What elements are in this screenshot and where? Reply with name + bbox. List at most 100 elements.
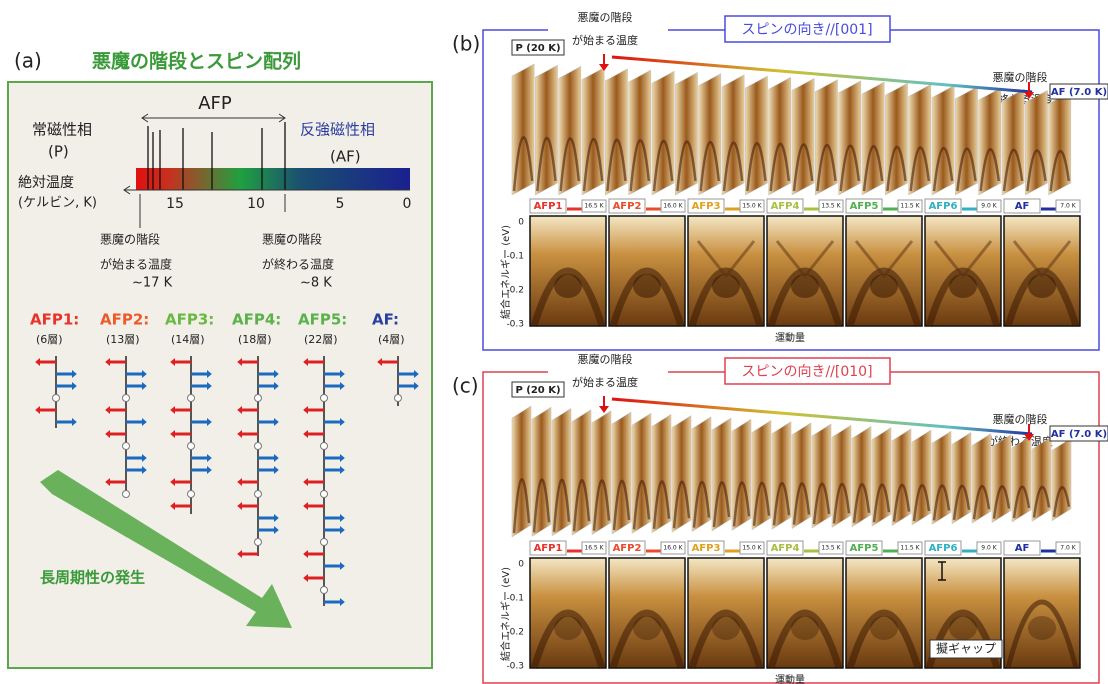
band-core [1028,616,1056,640]
spectrum-panel [845,557,923,670]
band-branch [696,240,756,279]
panel-label: (b) [452,32,480,56]
band-core [791,274,819,298]
spectrum-slice [1025,89,1048,196]
spectrum-temp: 15.0 K [742,545,762,552]
spectrum-name: AFP2 [613,543,642,554]
slice-band [1026,149,1047,192]
band-core [712,616,740,640]
slice-band [839,144,861,192]
slice-band [852,483,871,523]
spectrum-temp: 16.0 K [663,545,683,552]
spin-head [142,382,147,390]
slice-band [1049,149,1071,192]
spin-head [237,502,242,510]
spin-head [170,406,175,414]
spin-head [303,550,308,558]
spin-head [274,370,279,378]
spin-node [394,394,402,402]
band-core [949,274,977,298]
spin-head [340,370,345,378]
slice-band [972,484,991,520]
temp-box [660,541,686,555]
spin-head [207,454,212,462]
spin-node [122,394,130,402]
phase-name: AF: [372,311,399,329]
antiferro-abbr: (AF) [330,148,361,166]
band [767,609,843,670]
slice-band [652,480,671,529]
label-box [511,39,565,56]
spin-head [237,406,242,414]
spin-head [170,430,175,438]
phase-name: AFP2: [100,311,149,329]
note: 悪魔の階段 [100,232,160,247]
spin-node [254,394,262,402]
band [688,267,764,328]
slice-band [699,141,721,192]
spin-head [207,418,212,426]
name-box [766,540,804,556]
name-box [1003,540,1041,556]
af-label: AF (7.0 K) [1051,87,1107,98]
spectrum-slice [581,67,605,196]
spectrum-name: AFP1 [534,543,563,554]
spectrum-panel [766,557,844,670]
spin-head [207,370,212,378]
spectrum-temp: 16.5 K [584,203,604,210]
spin-head [340,526,345,534]
spin-head [340,454,345,462]
spin-head [340,466,345,474]
slice-band [979,148,1001,192]
label-box [1049,83,1108,100]
spectrum-slice [711,417,732,532]
spectrum-slice [908,83,932,196]
temperature-bar [136,168,410,190]
temp-box [818,541,844,555]
spin-head [303,430,308,438]
slice-band [992,485,1011,519]
tick-label: 5 [336,196,345,212]
band-core [870,616,898,640]
spectrum-temp: 16.0 K [663,203,683,210]
y-tick-label: -0.2 [506,286,524,296]
spectrum-slice [838,80,862,196]
spectrum-slice [721,74,745,196]
slice-band [792,143,814,192]
spin-head [303,574,308,582]
x-axis-label: 運動量 [775,331,805,344]
spectrum-slice [511,63,535,196]
spectrum-slice [815,79,838,196]
band [767,267,843,328]
spin-chain [35,356,77,428]
band-core [949,616,977,640]
slice-band [552,478,571,532]
band-branch [854,240,914,279]
slice-band [952,484,971,520]
spectrum-temp: 11.5 K [900,545,920,552]
spectrum-slice [691,416,712,533]
spectrum-slice [811,423,832,529]
spin-head [170,478,175,486]
temp-box [739,541,765,555]
slice-band [692,480,711,528]
spin-head [142,418,147,426]
spin-head [35,406,40,414]
slice-band [752,481,771,526]
spin-head [237,550,242,558]
spectrum-slice [911,429,932,526]
spectrum-slice [611,411,632,535]
band-core [554,616,582,640]
spin-head [105,478,110,486]
spin-head [170,358,175,366]
band-core [712,274,740,298]
panel-label: (a) [14,49,42,73]
spectrum-slice [605,68,628,196]
spectrum-panel [529,215,607,328]
spectrum-slice [991,434,1012,524]
spectrum-slice [978,87,1002,196]
note: ~8 K [300,276,332,291]
spectrum-slice [768,76,792,196]
gap-marker [938,561,946,581]
spin-head [340,514,345,522]
